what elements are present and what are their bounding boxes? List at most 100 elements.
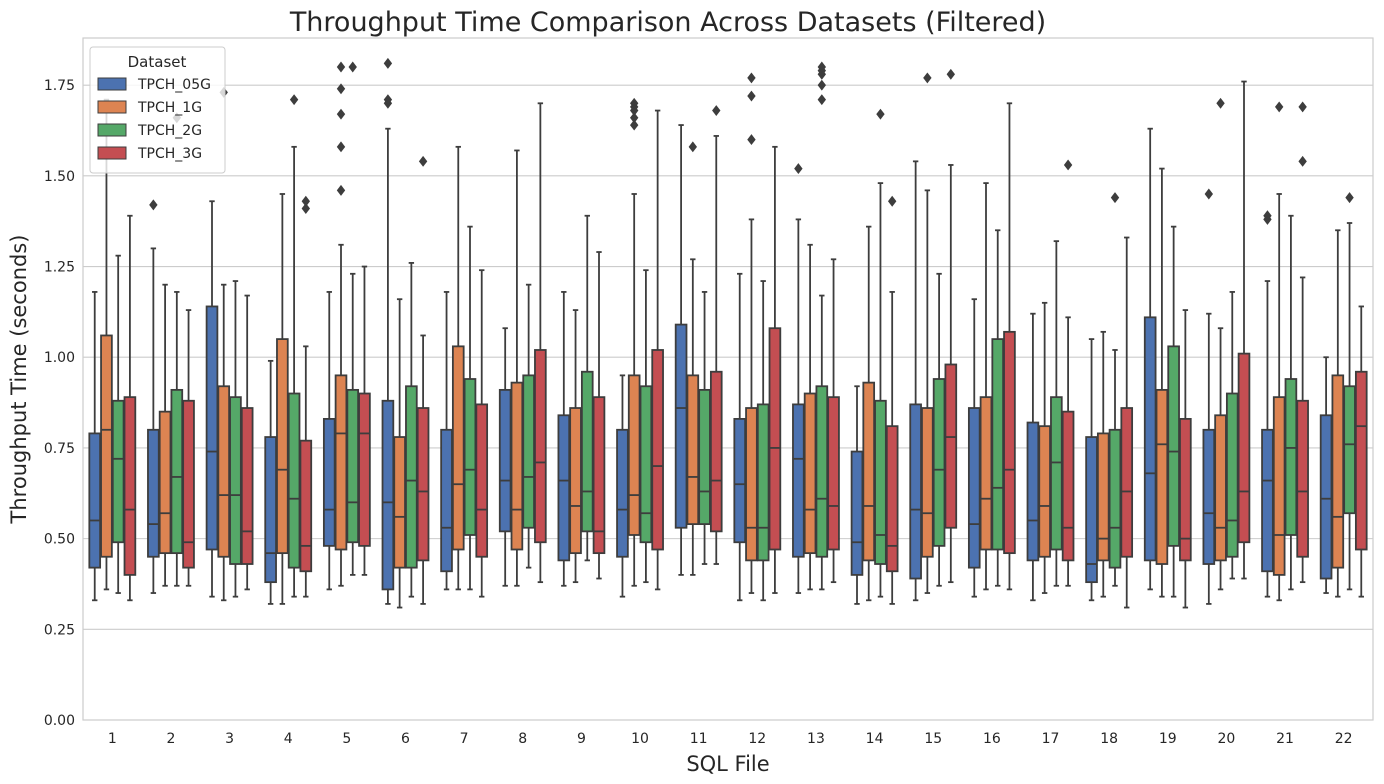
outlier-point [336, 83, 346, 95]
plot-area [83, 38, 1373, 720]
box [944, 68, 958, 584]
series-TPCH_3G [123, 68, 1368, 609]
outlier-point [629, 97, 639, 109]
box [1096, 330, 1110, 598]
box-body [1296, 399, 1309, 558]
box [885, 195, 899, 605]
x-tick-label: 1 [108, 731, 117, 747]
box [205, 200, 219, 598]
outlier-point [336, 141, 346, 153]
box [322, 291, 336, 591]
box-body [334, 374, 348, 551]
outlier-point [923, 72, 932, 84]
box-body [1120, 407, 1134, 558]
box-body [686, 374, 700, 526]
box [1319, 356, 1333, 594]
box [803, 243, 817, 591]
box-body [827, 396, 840, 551]
box [627, 97, 641, 587]
box-body [592, 396, 606, 555]
x-ticks: 1 2 3 4 5 6 7 8 9 10 11 12 13 14 15 16 17 18 19 20 21 22 [108, 731, 1353, 747]
box [1167, 225, 1180, 598]
y-tick-label: 0.50 [44, 532, 75, 548]
box-body [1085, 436, 1098, 584]
box [1038, 301, 1051, 594]
legend-swatch [97, 123, 127, 137]
box-body [1261, 428, 1274, 573]
x-tick-label: 15 [924, 731, 942, 747]
box-body [1272, 396, 1286, 576]
box-body [358, 392, 371, 547]
outlier-point [383, 57, 393, 69]
box [756, 280, 770, 602]
box [123, 214, 137, 602]
outlier-point [794, 163, 803, 175]
y-tick-label: 1.75 [44, 78, 75, 94]
box [815, 61, 829, 591]
y-tick-label: 1.25 [44, 260, 75, 276]
box [1050, 240, 1063, 587]
outlier-point [1345, 192, 1354, 204]
box-body [147, 428, 160, 558]
box [1085, 338, 1098, 602]
box [1003, 102, 1016, 591]
outlier-point [712, 105, 721, 117]
series-TPCH_2G [111, 61, 1356, 602]
outlier-point [747, 134, 756, 146]
series-TPCH_05G [88, 57, 1333, 605]
box [1108, 192, 1122, 587]
x-tick-label: 3 [225, 731, 234, 747]
legend-items: TPCH_05G TPCH_1G TPCH_2G TPCH_3G [97, 77, 211, 162]
box [475, 269, 489, 598]
legend-title: Dataset [128, 53, 187, 71]
box [1343, 192, 1356, 591]
y-tick-label: 0.75 [44, 441, 75, 457]
box-body [1096, 432, 1110, 562]
box [393, 298, 406, 609]
outlier-point [817, 61, 827, 73]
box [1331, 229, 1345, 598]
outlier-point [887, 195, 897, 207]
box [1284, 214, 1298, 591]
box [862, 225, 876, 602]
box-body [498, 388, 512, 533]
box-body [381, 399, 395, 591]
box [1296, 101, 1309, 584]
box [745, 72, 758, 594]
y-tick-label: 0.25 [44, 622, 75, 638]
box-body [569, 407, 582, 555]
box [651, 109, 664, 591]
box-body [1284, 378, 1298, 536]
outlier-point [629, 112, 639, 124]
box [276, 193, 289, 605]
box-body [440, 428, 453, 573]
box-body [557, 414, 571, 562]
box-body [1202, 428, 1216, 565]
outlier-point [1216, 97, 1225, 109]
box [147, 199, 160, 594]
legend-swatch [97, 146, 127, 160]
outlier-point [817, 79, 827, 91]
x-tick-label: 7 [460, 731, 469, 747]
x-tick-label: 19 [1159, 731, 1177, 747]
boxes [88, 57, 1368, 609]
box-body [1214, 414, 1227, 562]
box [1026, 312, 1040, 602]
box [709, 105, 723, 565]
box-body [158, 410, 172, 555]
box [580, 214, 594, 562]
x-tick-label: 18 [1100, 731, 1118, 747]
box [1261, 210, 1274, 598]
outlier-point [1298, 101, 1307, 113]
outlier-point [688, 141, 698, 153]
box-body [405, 385, 418, 569]
x-tick-label: 13 [807, 731, 825, 747]
x-tick-label: 2 [166, 731, 175, 747]
box [850, 385, 864, 605]
box-body [1354, 370, 1368, 551]
outlier-point [747, 90, 756, 102]
x-tick-label: 14 [866, 731, 884, 747]
box-body [1331, 374, 1345, 569]
x-tick-label: 17 [1042, 731, 1060, 747]
